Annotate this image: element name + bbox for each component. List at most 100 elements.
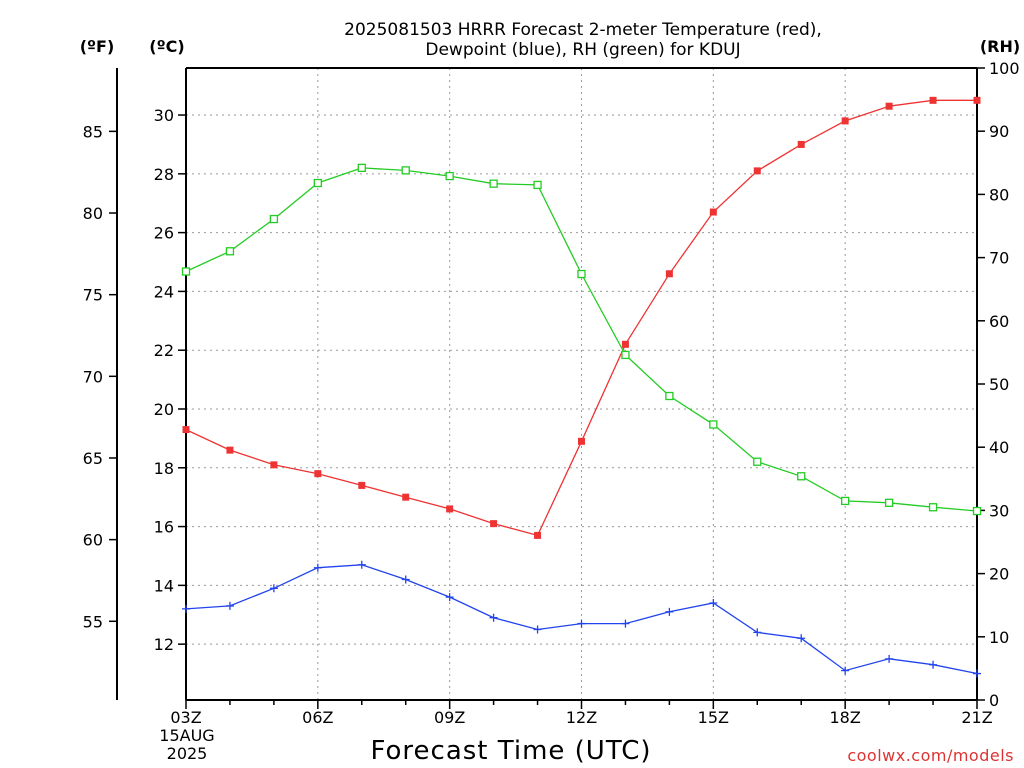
temperature-point [973,96,981,104]
rh-tick-label: 90 [989,122,1009,141]
temperature-point [841,117,849,125]
rh-tick-label: 50 [989,375,1009,394]
temperature-point [182,426,190,434]
rh-point [533,180,542,190]
x-tick-label: 03Z [170,708,201,727]
rh-tick-label: 20 [989,565,1009,584]
date-label-year: 2025 [167,744,208,763]
fahrenheit-tick-label: 80 [83,204,103,223]
rh-point [753,457,762,466]
celsius-tick-label: 30 [154,106,174,125]
rh-point [489,179,498,188]
dewpoint-point [182,604,190,613]
x-axis-title: Forecast Time (UTC) [370,736,651,766]
temperature-point [929,96,937,104]
dewpoint-point [533,625,542,634]
temperature-point [446,505,454,513]
temperature-point [753,167,761,175]
dewpoint-point [841,666,850,675]
fahrenheit-tick-label: 70 [83,367,103,386]
data-series [181,96,982,678]
celsius-tick-label: 14 [154,576,174,595]
temperature-point [490,520,498,528]
grid-lines [186,68,977,700]
celsius-tick-label: 16 [154,518,174,537]
fahrenheit-unit-label: (ºF) [80,37,115,56]
dewpoint-point [885,654,894,663]
dewpoint-point [401,575,410,584]
rh-tick-label: 40 [989,438,1009,457]
rh-point [665,391,674,401]
temperature-point [226,446,234,454]
rh-point [181,267,191,276]
temperature-point [709,208,717,216]
celsius-unit-label: (ºC) [149,37,184,56]
dewpoint-point [225,601,234,610]
fahrenheit-tick-label: 55 [83,612,103,631]
fahrenheit-tick-label: 75 [83,286,103,305]
rh-unit-label: (RH) [980,37,1020,56]
rh-tick-label: 0 [989,691,999,710]
dewpoint-point [269,584,278,593]
x-tick-label: 18Z [830,708,861,727]
rh-point [401,166,410,175]
dewpoint-point [313,563,322,572]
dewpoint-point [797,634,806,643]
rh-point [884,498,894,507]
rh-point [577,269,586,279]
dewpoint-point [445,593,454,602]
temperature-point [797,140,805,148]
rh-point [269,214,279,224]
rh-point [928,503,938,512]
x-tick-label: 21Z [961,708,992,727]
temperature-point [665,270,673,278]
axes: 12 14 16 18 20 22 24 26 28 30 55 60 65 70 75 80 85 0 10 20 3… [83,59,1020,727]
celsius-tick-label: 22 [154,341,174,360]
celsius-tick-label: 28 [154,165,174,184]
chart-title-line1: 2025081503 HRRR Forecast 2-meter Tempera… [344,20,822,40]
temperature-point [621,340,629,348]
rh-point [357,163,366,173]
rh-point [841,496,850,506]
dewpoint-point [621,619,630,628]
rh-point [621,350,630,360]
celsius-tick-label: 12 [154,635,174,654]
dewpoint-point [709,598,718,607]
x-tick-label: 09Z [434,708,465,727]
dewpoint-point [577,619,586,628]
celsius-tick-label: 20 [154,400,174,419]
dewpoint-point [929,660,938,669]
dewpoint-point [665,607,674,616]
rh-point [445,171,454,181]
rh-tick-label: 60 [989,312,1009,331]
dewpoint-point [753,628,762,637]
rh-tick-label: 100 [989,59,1020,78]
credit-link[interactable]: coolwx.com/models [847,746,1014,765]
temperature-point [885,102,893,110]
dewpoint-point [489,613,498,622]
x-tick-label: 06Z [302,708,333,727]
x-tick-label: 12Z [566,708,597,727]
rh-point [797,472,806,481]
x-tick-label: 15Z [698,708,729,727]
temperature-point [534,531,542,539]
rh-tick-label: 70 [989,249,1009,268]
rh-tick-label: 10 [989,628,1009,647]
fahrenheit-tick-label: 65 [83,449,103,468]
date-label-day: 15AUG [159,726,214,745]
rh-tick-label: 30 [989,501,1009,520]
rh-point [709,420,718,429]
dewpoint-point [357,560,366,569]
celsius-tick-label: 26 [154,224,174,243]
dewpoint-point [973,669,981,678]
rh-point [313,178,322,188]
celsius-tick-label: 24 [154,282,174,301]
temperature-point [402,493,410,501]
fahrenheit-tick-label: 85 [83,122,103,141]
rh-point [972,506,982,516]
celsius-tick-label: 18 [154,459,174,478]
fahrenheit-tick-label: 60 [83,531,103,550]
temperature-point [270,461,278,469]
rh-point [225,247,235,256]
